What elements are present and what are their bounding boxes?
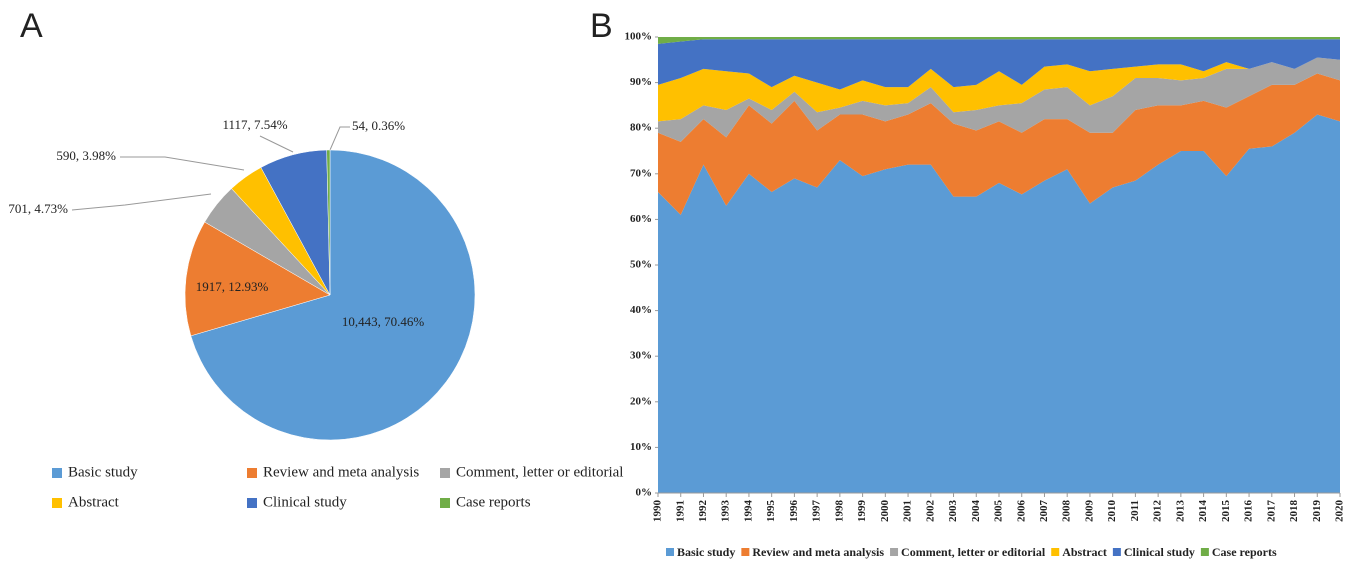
- legend-swatch: [440, 468, 450, 478]
- data-label: 701, 4.73%: [8, 201, 68, 216]
- leader-line: [71, 193, 212, 211]
- legend-label: Abstract: [68, 494, 120, 510]
- y-tick-label: 30%: [630, 350, 652, 362]
- x-tick-label: 2005: [993, 500, 1005, 523]
- area: [658, 39, 1340, 90]
- x-tick-label: 2010: [1106, 500, 1118, 523]
- panel-label: A: [20, 7, 43, 45]
- y-tick-label: 90%: [630, 76, 652, 88]
- data-label: 10,443, 70.46%: [342, 314, 425, 329]
- leader-line: [329, 126, 350, 151]
- x-tick-label: 1998: [833, 500, 845, 523]
- area: [658, 73, 1340, 215]
- x-tick-label: 2014: [1197, 500, 1209, 523]
- x-tick-label: 2015: [1220, 500, 1232, 523]
- legend-swatch: [666, 548, 674, 556]
- pie-slice: [326, 149, 331, 296]
- legend-swatch: [1200, 548, 1209, 556]
- area: [658, 114, 1340, 494]
- legend-swatch: [890, 548, 899, 556]
- x-tick-label: 2003: [947, 500, 959, 523]
- y-tick-label: 70%: [630, 167, 652, 179]
- x-tick-label: 2018: [1288, 500, 1300, 523]
- legend-swatch: [52, 498, 62, 508]
- legend-swatch: [741, 548, 750, 556]
- y-tick-label: 80%: [630, 122, 652, 134]
- area: [658, 57, 1340, 142]
- x-tick-label: 1996: [788, 500, 800, 523]
- pie-slice: [190, 149, 476, 441]
- legend-label: Abstract: [1062, 545, 1107, 559]
- legend-swatch: [247, 468, 257, 478]
- data-label: 1117, 7.54%: [222, 117, 287, 132]
- x-tick-label: 2019: [1311, 500, 1323, 523]
- y-tick-label: 100%: [625, 31, 653, 43]
- legend-swatch: [1051, 548, 1060, 556]
- legend-label: Clinical study: [1124, 545, 1195, 559]
- x-tick-label: 2006: [1015, 500, 1027, 523]
- x-tick-label: 1993: [720, 500, 732, 523]
- y-tick-label: 50%: [630, 259, 652, 271]
- x-tick-label: 2011: [1129, 500, 1141, 521]
- y-tick-label: 60%: [630, 213, 652, 225]
- x-tick-label: 1997: [811, 500, 823, 523]
- x-tick-label: 2012: [1152, 500, 1164, 523]
- legend-label: Clinical study: [263, 494, 347, 510]
- panel-label: B: [590, 7, 613, 45]
- x-tick-label: 1994: [742, 500, 754, 523]
- legend-swatch: [440, 498, 450, 508]
- legend-label: Review and meta analysis: [752, 545, 884, 559]
- x-tick-label: 2004: [970, 500, 982, 523]
- x-tick-label: 2007: [1038, 500, 1050, 523]
- leader-line: [120, 156, 245, 171]
- legend-label: Review and meta analysis: [263, 464, 419, 480]
- x-tick-label: 2016: [1243, 500, 1255, 523]
- x-tick-label: 2002: [924, 500, 936, 523]
- x-tick-label: 1991: [674, 500, 686, 522]
- x-tick-label: 1992: [697, 500, 709, 523]
- legend-swatch: [247, 498, 257, 508]
- legend-label: Comment, letter or editorial: [456, 464, 623, 480]
- x-tick-label: 2013: [1174, 500, 1186, 523]
- x-tick-label: 2017: [1265, 500, 1277, 523]
- data-label: 54, 0.36%: [352, 118, 405, 133]
- y-tick-label: 20%: [630, 395, 652, 407]
- area: [658, 37, 1340, 44]
- legend-swatch: [1112, 548, 1121, 556]
- data-label: 1917, 12.93%: [196, 279, 269, 294]
- data-label: 590, 3.98%: [56, 148, 116, 163]
- legend-label: Basic study: [68, 464, 138, 480]
- legend-label: Case reports: [456, 494, 531, 510]
- x-tick-label: 1995: [765, 500, 777, 523]
- x-tick-label: 2000: [879, 500, 891, 523]
- legend-label: Basic study: [677, 545, 735, 559]
- legend-label: Case reports: [1212, 545, 1277, 559]
- legend-label: Comment, letter or editorial: [901, 545, 1046, 559]
- x-tick-label: 2020: [1334, 500, 1346, 523]
- y-tick-label: 0%: [636, 487, 653, 499]
- x-tick-label: 2009: [1083, 500, 1095, 523]
- x-tick-label: 1999: [856, 500, 868, 523]
- x-tick-label: 2001: [902, 500, 914, 522]
- legend-swatch: [52, 468, 62, 478]
- area: [658, 57, 1340, 122]
- x-tick-label: 1990: [652, 500, 664, 523]
- x-tick-label: 2008: [1061, 500, 1073, 523]
- y-tick-label: 10%: [630, 441, 652, 453]
- pie-slice: [184, 221, 331, 337]
- leader-line: [259, 135, 294, 153]
- y-tick-label: 40%: [630, 304, 652, 316]
